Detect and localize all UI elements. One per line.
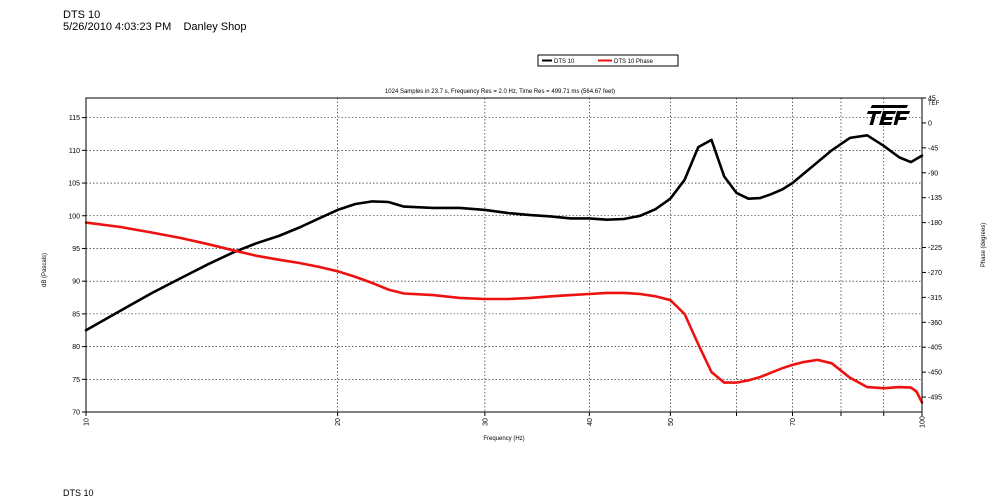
y2-tick-label: -225 [928, 245, 942, 252]
y2-tick-label: -45 [928, 145, 938, 152]
y-tick-label: 115 [69, 115, 80, 122]
report-header: DTS 10 5/26/2010 4:03:23 PM Danley Shop [63, 9, 246, 33]
report-title: DTS 10 [63, 9, 101, 21]
x-axis-title: Frequency (Hz) [483, 436, 524, 442]
y-axis-right: 45 0 -45 -90 -135 -180 -225 -270 -315 -360 -405 -45… [922, 96, 942, 402]
y-tick-label: 80 [72, 344, 80, 351]
y2-tick-label: -360 [928, 320, 942, 327]
y2-tick-label: -405 [928, 345, 942, 352]
y2-tick-label: -315 [928, 295, 942, 302]
y2-tick-label: 0 [928, 120, 932, 127]
y-tick-label: 85 [72, 311, 80, 318]
y2-tick-label: -135 [928, 195, 942, 202]
x-tick-label: 40 [587, 418, 594, 426]
plot-frame [85, 97, 923, 413]
y-tick-label: 100 [68, 213, 80, 220]
legend-label-dts10: DTS 10 [554, 59, 575, 65]
y-axis-title: dB (Pascals) [42, 253, 48, 287]
x-tick-label: 50 [668, 418, 675, 426]
series-group [84, 134, 924, 404]
y-axis-left: 70 75 80 85 90 95 100 105 110 115 [68, 115, 86, 417]
y-tick-label: 110 [69, 148, 80, 155]
footer-text: DTS 10 [63, 488, 94, 498]
tef-logo: TEF [867, 101, 940, 125]
series-line-dts10-phase [84, 221, 924, 404]
y-tick-label: 90 [72, 279, 80, 286]
x-axis: 10 20 30 40 50 70 100 [84, 412, 927, 428]
y-tick-label: 70 [72, 410, 80, 417]
y-tick-label: 105 [68, 181, 80, 188]
y2-axis-title: Phase (degrees) [981, 223, 987, 267]
report-subtitle: 5/26/2010 4:03:23 PM Danley Shop [63, 21, 247, 33]
x-tick-label: 70 [790, 418, 797, 426]
y2-tick-label: -495 [928, 395, 942, 402]
legend: DTS 10 DTS 10 Phase [537, 54, 679, 67]
chart-title: 1024 Samples in 23.7 s, Frequency Res = … [385, 89, 615, 95]
y2-tick-label: -180 [928, 220, 942, 227]
legend-label-phase: DTS 10 Phase [614, 59, 654, 65]
x-tick-label: 30 [482, 418, 489, 426]
y2-tick-label: -90 [928, 170, 938, 177]
y-tick-label: 95 [72, 246, 80, 253]
y2-tick-label: -270 [928, 270, 942, 277]
y2-tick-label: -450 [928, 370, 942, 377]
y2-tick-label: 45 [928, 96, 936, 103]
tef-logo-text: TEF [928, 101, 940, 107]
series-line-dts10 [84, 134, 924, 332]
x-tick-label: 100 [920, 416, 927, 428]
grid [85, 98, 923, 412]
y-tick-label: 75 [72, 377, 80, 384]
x-tick-label: 20 [335, 418, 342, 426]
x-tick-label: 10 [84, 418, 91, 426]
